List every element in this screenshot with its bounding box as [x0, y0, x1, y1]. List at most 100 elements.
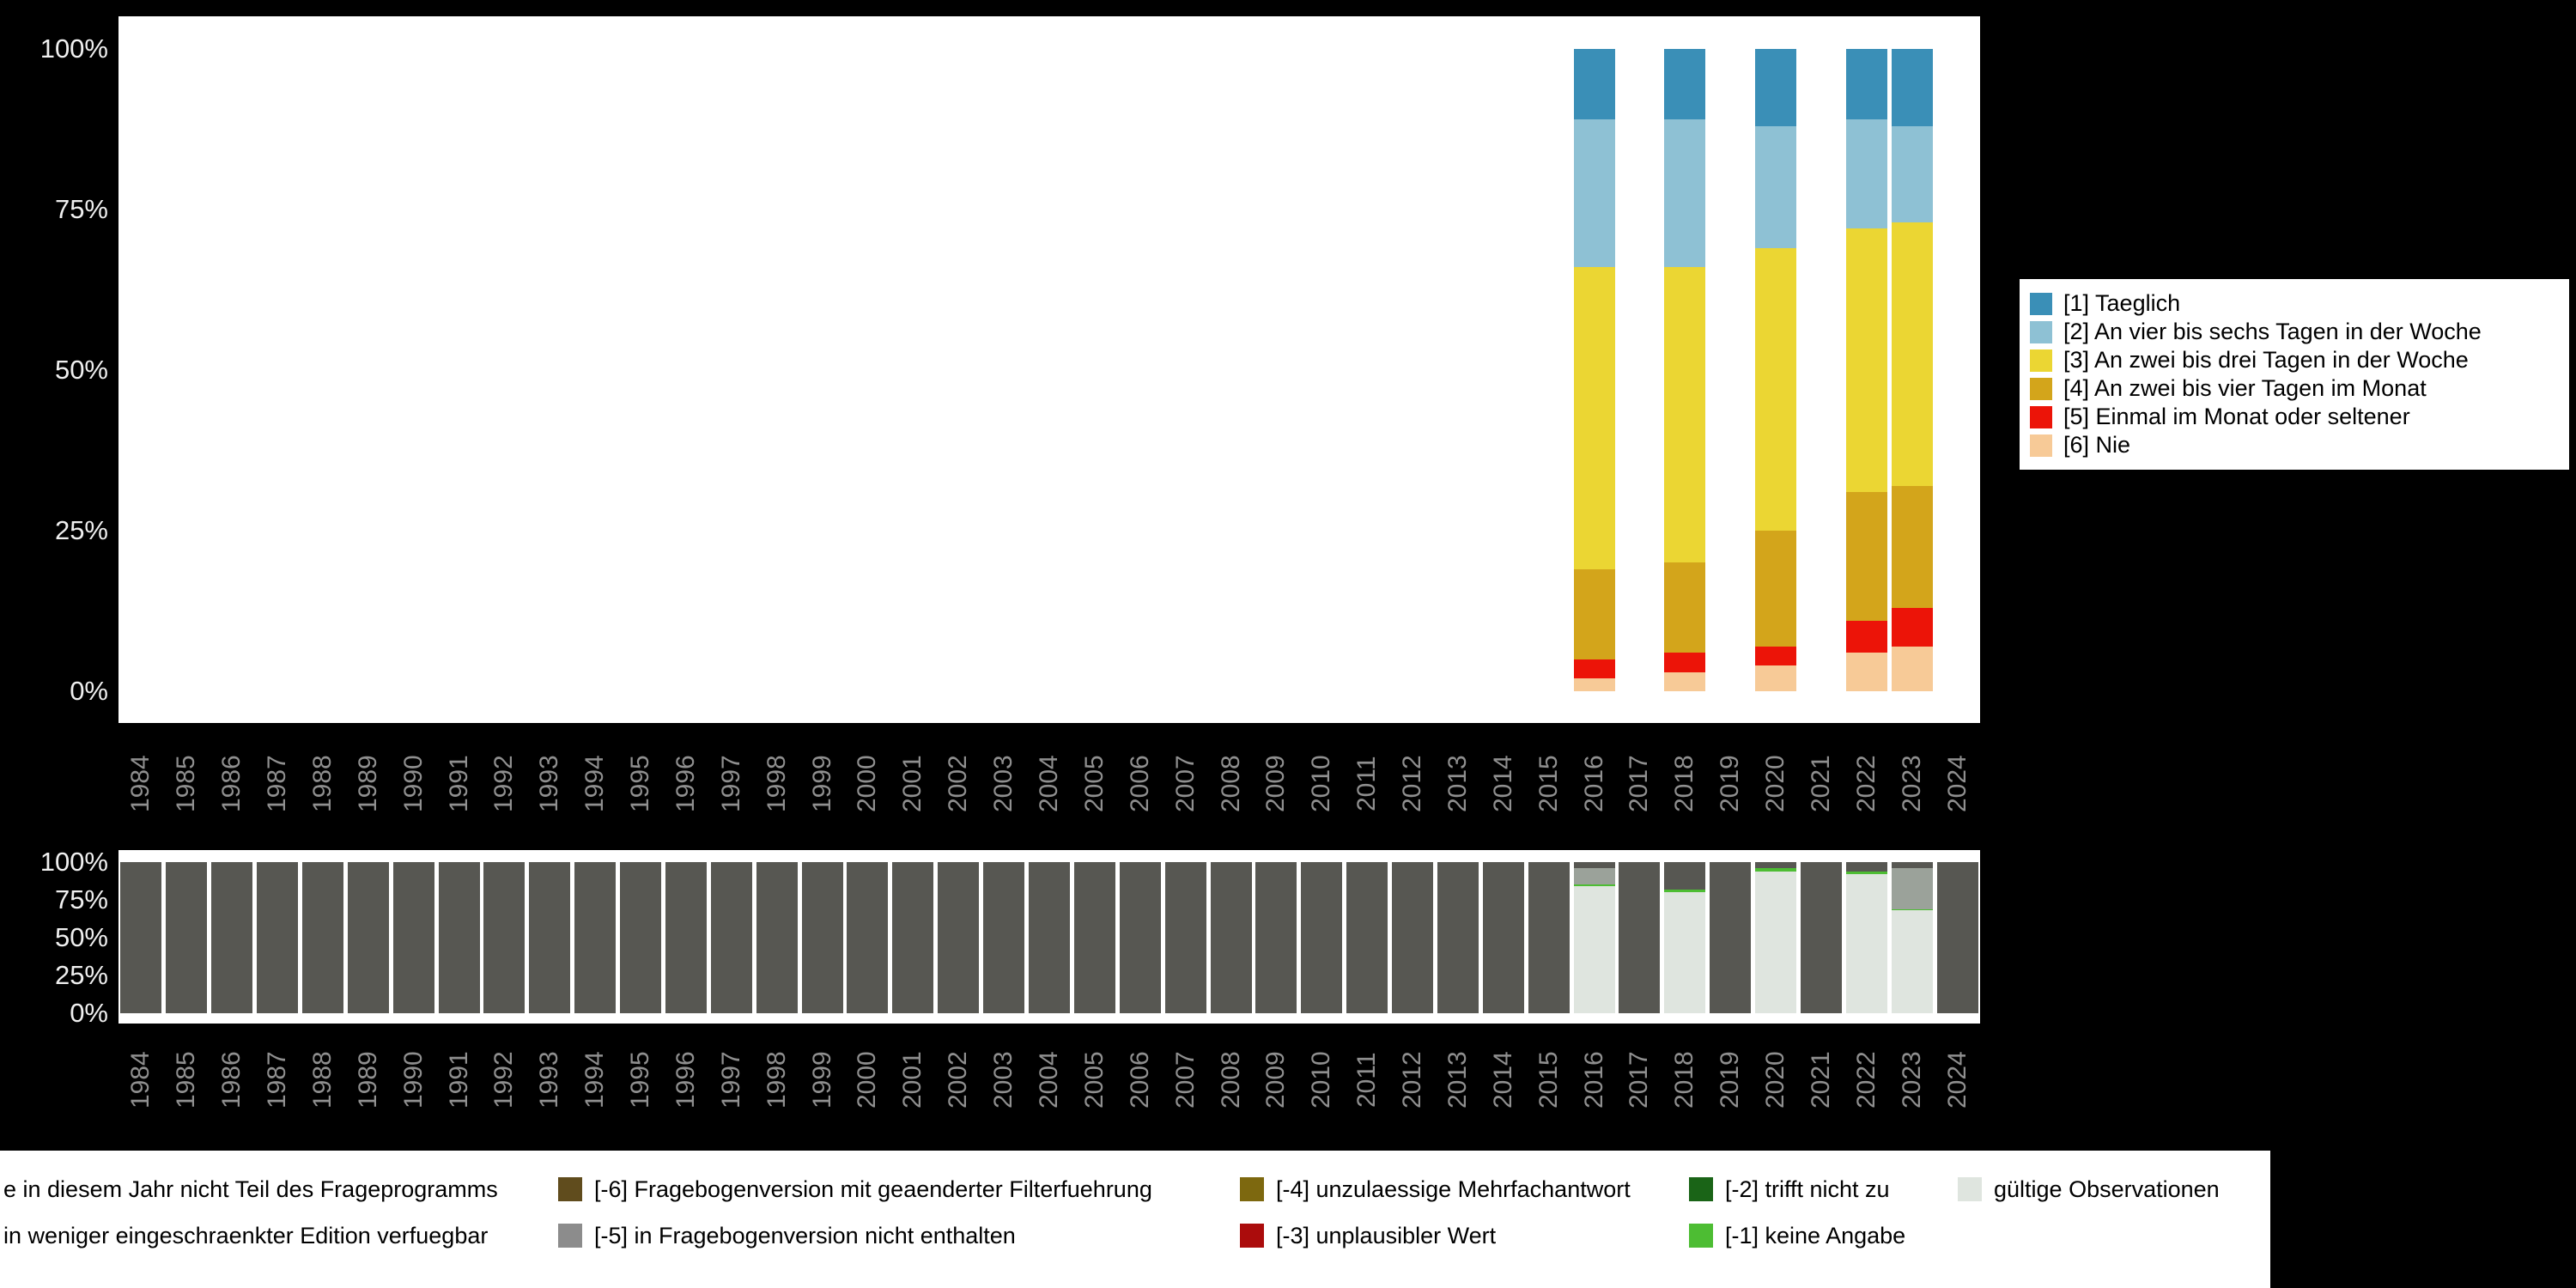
y-tick-label: 75% [54, 194, 108, 224]
x-tick-label: 2012 [1398, 755, 1427, 813]
x-tick-label: 2023 [1897, 1051, 1926, 1109]
x-tick-label: 1992 [489, 1051, 519, 1109]
bar-segment [1528, 862, 1570, 1013]
legend-item-label: [4] An zwei bis vier Tagen im Monat [2063, 375, 2427, 401]
x-tick-label: 1997 [716, 755, 745, 813]
x-tick-label: 2011 [1352, 756, 1382, 812]
legend-item: [-5] in Fragebogenversion nicht enthalte… [558, 1222, 1016, 1249]
bar-segment [983, 862, 1025, 1013]
bar-segment [1664, 562, 1706, 653]
x-tick-label: 1987 [263, 1051, 292, 1109]
legend-item-label: [-1] keine Angabe [1725, 1222, 1906, 1249]
legend-color-swatch [2030, 405, 2052, 428]
bar-segment [211, 862, 253, 1013]
x-tick-label: 1993 [535, 755, 564, 813]
bar-segment [1845, 871, 1887, 875]
legend-color-swatch [558, 1177, 582, 1201]
bar-segment [301, 862, 343, 1013]
bar-segment [1573, 49, 1615, 120]
x-tick-label: 1993 [535, 1051, 564, 1109]
bar-segment [529, 862, 571, 1013]
bar-segment [1845, 862, 1887, 872]
legend-color-swatch [2030, 320, 2052, 343]
x-tick-label: 1994 [580, 1051, 610, 1109]
x-tick-label: 1988 [307, 755, 337, 813]
x-tick-label: 2017 [1625, 755, 1654, 813]
bar-segment [1664, 889, 1706, 893]
bar-segment [1573, 884, 1615, 887]
bar-segment [1210, 862, 1252, 1013]
bar-segment [1573, 267, 1615, 569]
bar-segment [1619, 862, 1661, 1013]
bar-segment [1891, 910, 1933, 1013]
x-tick-label: 2006 [1125, 1051, 1154, 1109]
x-tick-label: 2003 [989, 1051, 1018, 1109]
bar-segment [347, 862, 389, 1013]
bar-segment [1755, 247, 1797, 531]
x-tick-label: 2008 [1216, 1051, 1245, 1109]
bar-segment [1664, 862, 1706, 890]
bar-segment [1755, 868, 1797, 872]
legend-item-label: [5] Einmal im Monat oder seltener [2063, 404, 2410, 429]
bar-segment [1573, 868, 1615, 885]
bar-segment [1664, 653, 1706, 672]
bar-segment [1936, 862, 1978, 1013]
bar-segment [1392, 862, 1434, 1013]
legend-color-swatch [1240, 1224, 1264, 1248]
bar-segment [1301, 862, 1343, 1013]
bar-segment [1482, 862, 1524, 1013]
bar-segment [1891, 125, 1933, 222]
legend-item-label: [-2] trifft nicht zu [1725, 1176, 1890, 1202]
bar-segment [1755, 125, 1797, 248]
legend-color-swatch [1958, 1177, 1982, 1201]
bar-segment [1255, 862, 1297, 1013]
x-tick-label: 1992 [489, 755, 519, 813]
legend-color-swatch [2030, 349, 2052, 372]
bar-segment [620, 862, 662, 1013]
frequency-chart-panel [118, 16, 1980, 723]
x-tick-label: 2000 [853, 755, 882, 813]
bar-segment [1710, 862, 1752, 1013]
x-tick-label: 1996 [671, 1051, 700, 1109]
x-tick-label: 2002 [944, 1051, 973, 1109]
bar-segment [1437, 862, 1479, 1013]
bar-segment [1891, 862, 1933, 869]
bar-segment [1346, 862, 1388, 1013]
bar-segment [1891, 49, 1933, 126]
x-tick-label: 2002 [944, 755, 973, 813]
x-tick-label: 1984 [126, 1051, 155, 1109]
legend-item: [-4] unzulaessige Mehrfachantwort [1240, 1176, 1631, 1203]
x-tick-label: 1994 [580, 755, 610, 813]
bar-segment [257, 862, 299, 1013]
x-tick-label: 2021 [1806, 755, 1835, 813]
x-tick-label: 2010 [1307, 755, 1336, 813]
bar-segment [1755, 862, 1797, 869]
bar-segment [1573, 568, 1615, 659]
x-tick-label: 2013 [1443, 1051, 1472, 1109]
legend-item: gültige Observationen [1958, 1176, 2220, 1203]
x-tick-label: 2009 [1261, 755, 1291, 813]
x-tick-label: 2020 [1761, 755, 1790, 813]
legend-color-swatch [2030, 434, 2052, 457]
x-tick-label: 2008 [1216, 755, 1245, 813]
x-tick-label: 2004 [1035, 1051, 1063, 1109]
x-tick-label: 2005 [1079, 1051, 1109, 1109]
legend-item-label: e in diesem Jahr nicht Teil des Fragepro… [3, 1176, 498, 1202]
x-tick-label: 2009 [1261, 1051, 1291, 1109]
bar-segment [1755, 665, 1797, 691]
bar-segment [574, 862, 617, 1013]
bar-segment [166, 862, 208, 1013]
x-tick-label: 1986 [217, 755, 246, 813]
x-tick-label: 1985 [172, 755, 201, 813]
bar-segment [1029, 862, 1070, 1013]
x-tick-label: 2011 [1352, 1052, 1382, 1109]
y-tick-label: 50% [54, 922, 108, 952]
x-tick-label: 2000 [853, 1051, 882, 1109]
bar-segment [1800, 862, 1842, 1013]
legend-item: [1] Taeglich [2030, 289, 2559, 318]
bar-segment [1891, 908, 1933, 911]
x-tick-label: 2013 [1443, 755, 1472, 813]
bar-segment [801, 862, 843, 1013]
bar-segment [1119, 862, 1161, 1013]
x-tick-label: 2016 [1579, 755, 1608, 813]
